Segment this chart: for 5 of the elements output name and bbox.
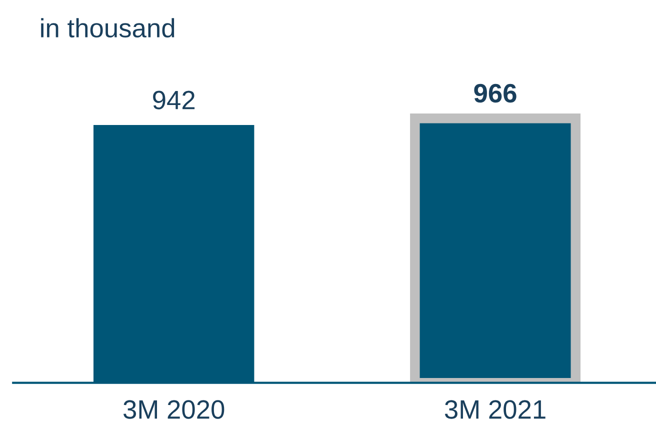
data-label: 966 [474, 84, 516, 103]
chart-subtitle: in thousand [41, 18, 174, 38]
x-tick-label: 3M 2020 [124, 400, 224, 419]
x-tick-label: 3M 2021 [444, 400, 546, 419]
data-label: 942 [153, 90, 195, 110]
